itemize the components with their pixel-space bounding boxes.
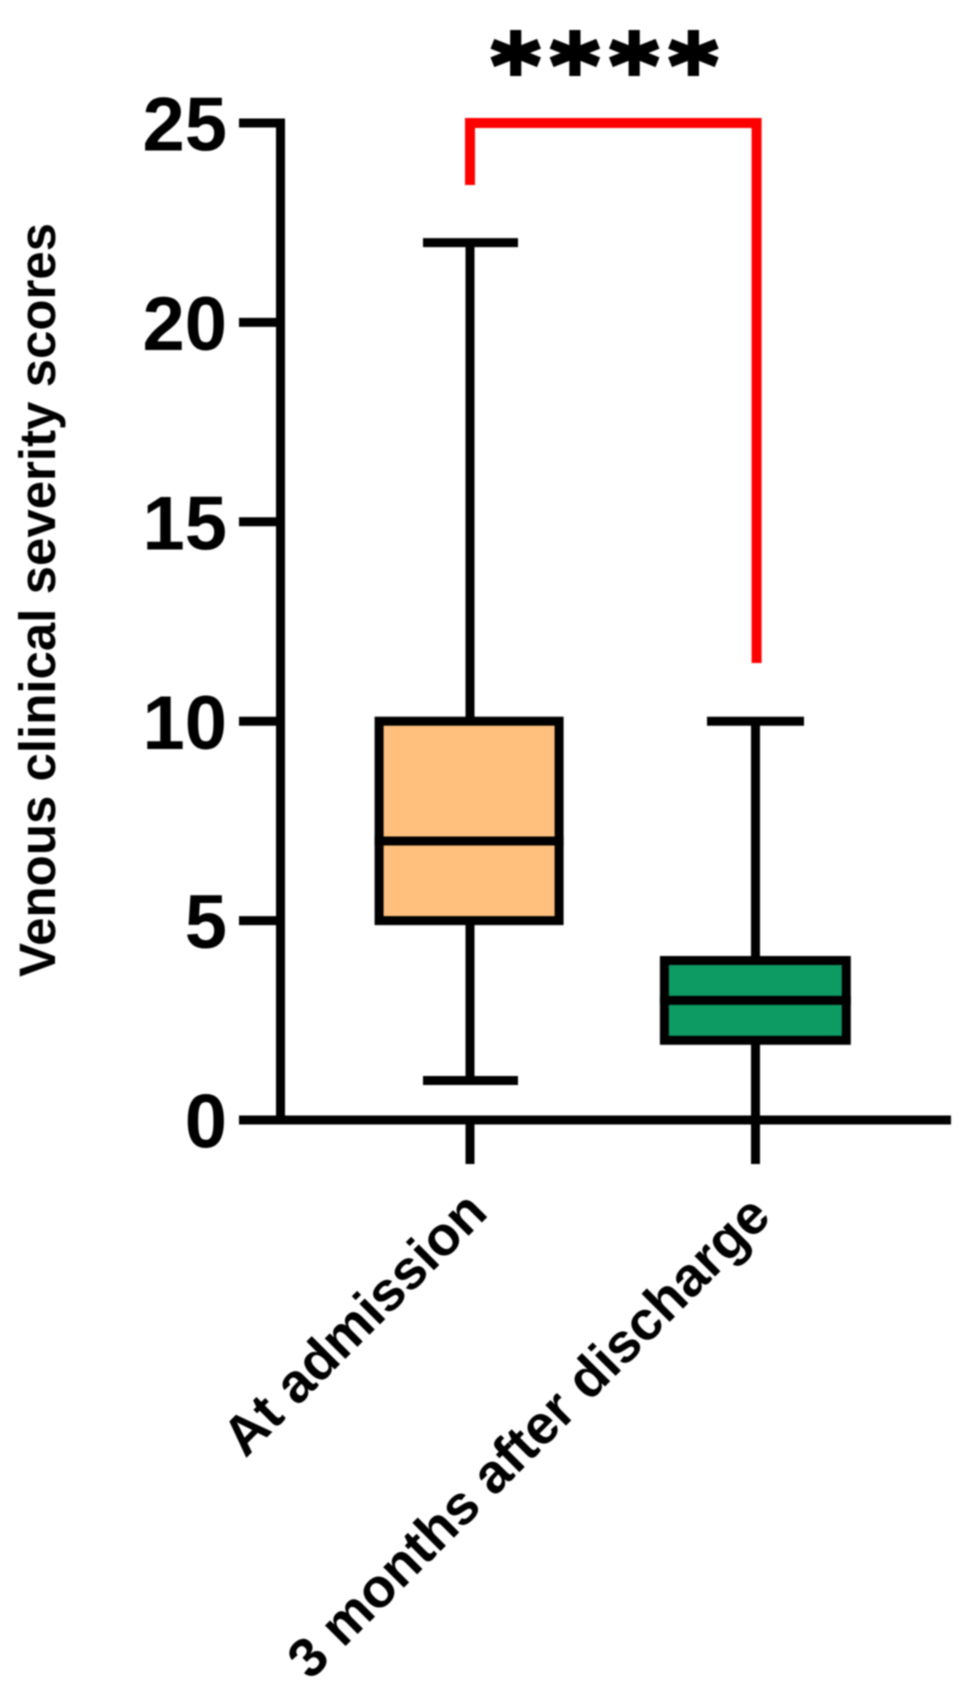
svg-text:25: 25 — [142, 83, 227, 168]
svg-text:20: 20 — [142, 282, 227, 367]
svg-text:10: 10 — [142, 681, 227, 766]
svg-text:Venous clinical severity score: Venous clinical severity scores — [9, 223, 66, 977]
svg-text:15: 15 — [142, 481, 227, 566]
svg-text:0: 0 — [185, 1080, 227, 1165]
svg-text:5: 5 — [185, 880, 227, 965]
